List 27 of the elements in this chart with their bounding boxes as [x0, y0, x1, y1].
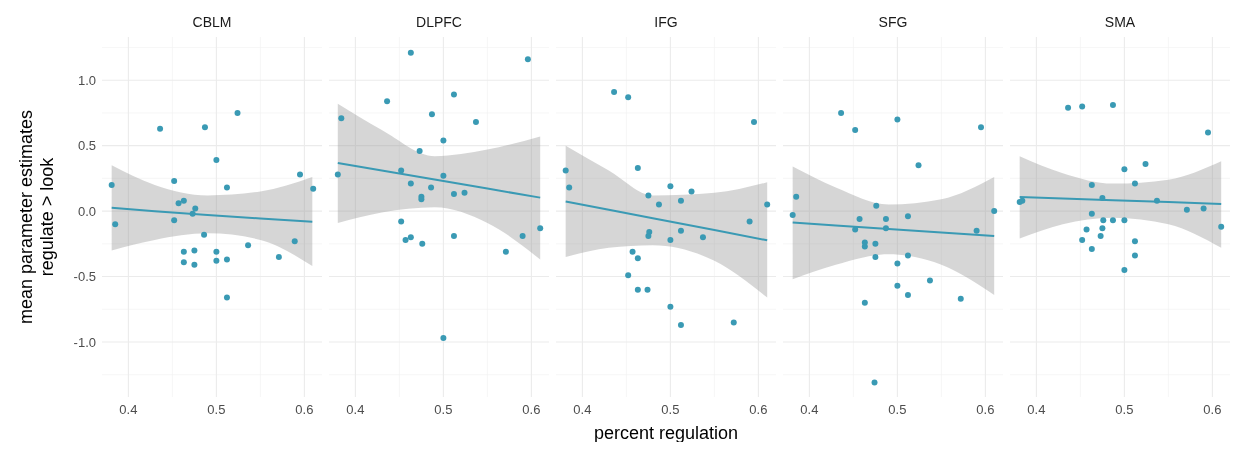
- chart-title: SFG: [878, 14, 908, 30]
- x-tick-label: 0.5: [434, 402, 453, 417]
- x-tick-label: 0.5: [1115, 402, 1134, 417]
- y-tick-label: 1.0: [77, 72, 96, 88]
- x-tick-label: 0.4: [119, 402, 138, 417]
- x-tick-label: 0.4: [346, 402, 365, 417]
- y-axis-title: mean parameter estimates regulate > look: [16, 109, 57, 325]
- x-tick-label: 0.4: [800, 402, 819, 417]
- x-tick-label: 0.6: [749, 402, 768, 417]
- x-tick-label: 0.5: [661, 402, 680, 417]
- x-axis-title: percent regulation: [593, 423, 739, 443]
- chart-title: CBLM: [192, 14, 232, 30]
- x-tick-label: 0.4: [573, 402, 592, 417]
- y-tick-label: 0.0: [77, 203, 96, 219]
- x-tick-label: 0.5: [207, 402, 226, 417]
- x-tick-label: 0.6: [1203, 402, 1222, 417]
- y-tick-label: 0.5: [77, 138, 96, 154]
- chart-title: IFG: [654, 14, 678, 30]
- y-tick-label: -0.5: [73, 269, 96, 285]
- x-tick-label: 0.6: [295, 402, 314, 417]
- y-tick-label: -1.0: [73, 334, 96, 350]
- x-tick-label: 0.6: [522, 402, 541, 417]
- chart-title: DLPFC: [416, 14, 462, 30]
- chart-title: SMA: [1104, 14, 1136, 30]
- x-tick-label: 0.4: [1027, 402, 1046, 417]
- x-tick-label: 0.6: [976, 402, 995, 417]
- x-tick-label: 0.5: [888, 402, 907, 417]
